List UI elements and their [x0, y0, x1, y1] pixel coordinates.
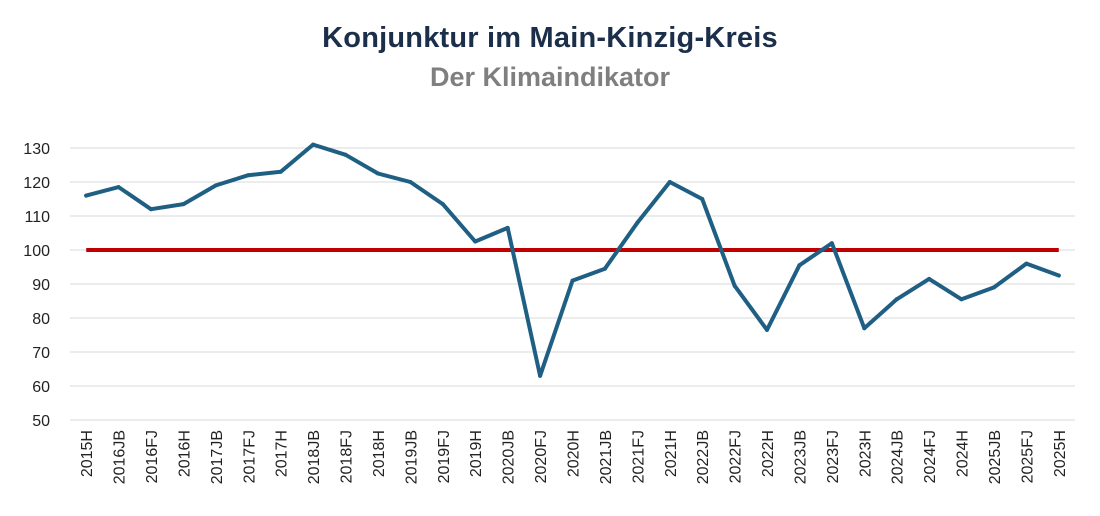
y-tick-label: 80	[32, 311, 50, 328]
x-tick-label: 2019JB	[403, 430, 420, 484]
data-point	[505, 225, 510, 230]
data-point	[797, 263, 802, 268]
x-tick-label: 2024JB	[890, 430, 907, 484]
x-tick-label: 2016H	[176, 430, 193, 477]
data-point	[927, 276, 932, 281]
data-point	[700, 197, 705, 201]
data-point	[116, 185, 121, 190]
y-tick-label: 120	[23, 175, 50, 192]
x-tick-label: 2023H	[857, 430, 874, 477]
data-point	[181, 202, 186, 207]
data-point	[149, 207, 154, 212]
data-point	[829, 241, 834, 246]
y-tick-label: 130	[23, 141, 50, 158]
data-point	[991, 285, 996, 290]
y-axis-ticks: 50 60 70 80 90 100 110 120 130	[23, 141, 50, 430]
y-tick-label: 70	[32, 345, 50, 362]
x-tick-label: 2018FJ	[339, 430, 356, 483]
x-tick-label: 2022H	[760, 430, 777, 477]
y-tick-label: 60	[32, 379, 50, 396]
data-point	[635, 220, 640, 225]
x-tick-label: 2025JB	[987, 430, 1004, 484]
data-point	[765, 327, 770, 332]
data-point	[343, 152, 348, 157]
data-point	[278, 169, 283, 174]
x-tick-label: 2016JB	[112, 430, 129, 484]
data-point	[473, 239, 478, 244]
chart-title: Konjunktur im Main-Kinzig-Kreis	[322, 22, 778, 54]
x-axis-ticks: 2015H 2016JB 2016FJ 2016H 2017JB 2017FJ 2017H 2…	[79, 430, 1069, 484]
x-tick-label: 2019FJ	[436, 430, 453, 483]
data-point	[894, 297, 899, 302]
x-tick-label: 2020FJ	[533, 430, 550, 483]
data-point	[84, 193, 89, 198]
x-tick-label: 2023JB	[792, 430, 809, 484]
x-tick-label: 2021FJ	[630, 430, 647, 483]
y-tick-label: 90	[32, 277, 50, 294]
y-tick-label: 50	[32, 413, 50, 430]
x-tick-label: 2017H	[274, 430, 291, 477]
x-tick-label: 2023FJ	[825, 430, 842, 483]
y-tick-label: 110	[24, 209, 50, 226]
data-point	[408, 180, 413, 184]
data-point	[959, 297, 964, 302]
series-layer	[84, 142, 1061, 378]
data-point	[213, 183, 218, 188]
x-tick-label: 2021JB	[598, 430, 615, 484]
series-line	[84, 142, 1061, 378]
data-point	[440, 202, 445, 207]
data-point	[602, 266, 607, 271]
x-tick-label: 2024H	[955, 430, 972, 477]
data-point	[311, 142, 316, 147]
x-tick-label: 2025FJ	[1019, 430, 1036, 483]
data-point	[570, 278, 575, 283]
x-tick-label: 2024FJ	[922, 430, 939, 483]
data-point	[732, 283, 737, 288]
x-tick-label: 2017FJ	[241, 430, 258, 483]
chart-subtitle: Der Klimaindikator	[429, 62, 671, 92]
x-tick-label: 2022JB	[695, 430, 712, 484]
x-tick-label: 2016FJ	[144, 430, 161, 483]
data-point	[375, 171, 380, 176]
x-tick-label: 2022FJ	[728, 430, 745, 483]
x-tick-label: 2019H	[468, 430, 485, 477]
x-tick-label: 2018H	[371, 430, 388, 477]
x-tick-label: 2017JB	[209, 430, 226, 484]
data-point	[1056, 273, 1061, 278]
y-tick-label: 100	[23, 243, 50, 260]
data-point	[246, 173, 251, 178]
x-tick-label: 2021H	[663, 430, 680, 477]
x-tick-label: 2020JB	[501, 430, 518, 484]
data-point	[1024, 261, 1029, 266]
data-point	[862, 326, 867, 331]
x-tick-label: 2025H	[1052, 430, 1069, 477]
x-tick-label: 2018JB	[306, 430, 323, 484]
data-point	[667, 180, 672, 184]
x-tick-label: 2020H	[566, 430, 583, 477]
x-tick-label: 2015H	[79, 430, 96, 477]
data-point	[538, 373, 543, 378]
